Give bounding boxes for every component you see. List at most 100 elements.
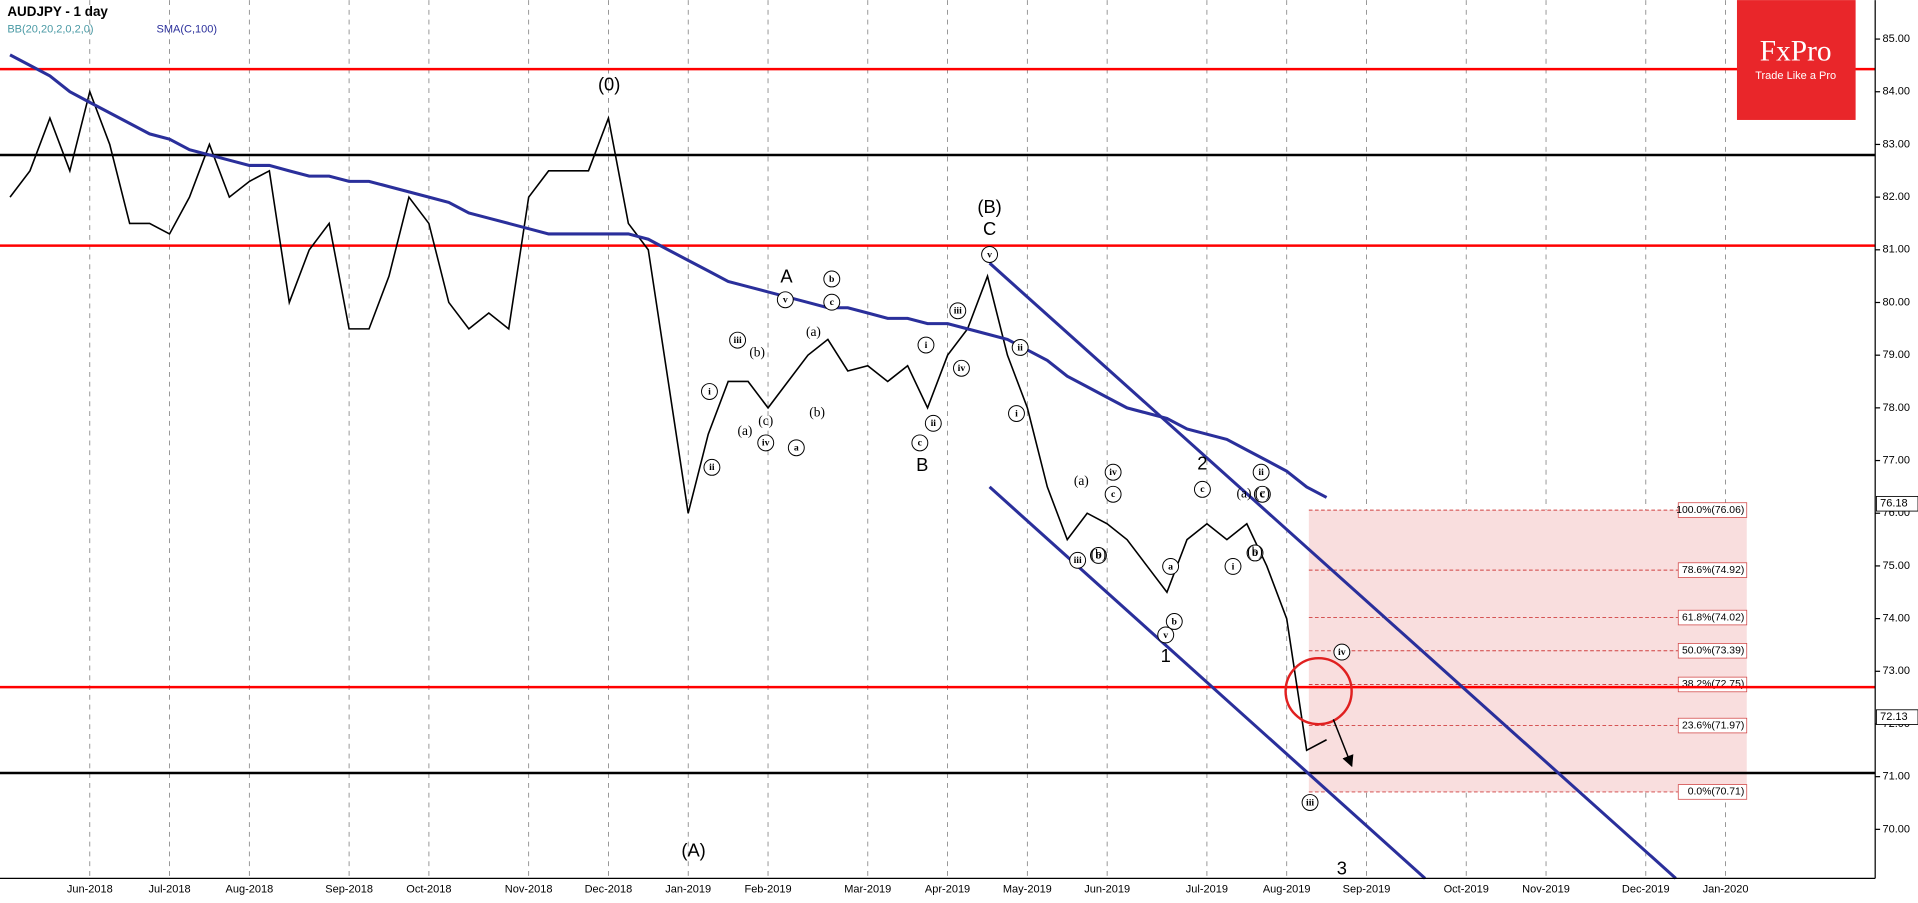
x-tick-label: Jun-2019 [1084,883,1130,895]
wave-label: iii [954,306,962,317]
y-tick-label: 74.00 [1883,613,1911,625]
wave-label: a [1168,561,1173,572]
wave-label: (0) [598,74,620,95]
y-tick-label: 80.00 [1883,296,1911,308]
channel-upper [988,261,1677,880]
wave-label: i [708,386,711,397]
x-tick-label: Nov-2018 [505,883,553,895]
y-tick-label: 83.00 [1883,138,1911,150]
wave-label: iv [1338,647,1346,658]
price-line [9,89,1327,752]
y-tick-label: 77.00 [1883,454,1911,466]
wave-label: c [918,438,923,449]
y-tick-label: 78.00 [1883,402,1911,414]
wave-label: (b) [749,345,765,360]
fib-label-box [1677,562,1748,578]
wave-label: b [1096,550,1102,561]
wave-circle [787,439,805,457]
wave-circle [1165,613,1183,630]
wave-label: 2 [1197,453,1207,474]
wave-label: 1 [1161,645,1171,666]
wave-label: (b) [1247,544,1263,559]
wave-label: (a) [1074,473,1089,488]
price-tag: 72.13 [1880,711,1908,723]
fib-label: 61.8%(74.02) [1682,612,1744,623]
wave-label: ii [709,462,715,473]
wave-circle [949,302,967,320]
wave-circle [917,336,935,354]
fib-label: 100.0%(76.06) [1676,505,1744,516]
y-tick-label: 70.00 [1883,823,1911,835]
wave-label: b [829,274,835,285]
logo-name: FxPro [1760,36,1832,68]
wave-label: ii [1258,467,1264,478]
wave-circle [729,331,747,349]
wave-label: c [830,297,835,308]
wave-circle [1157,626,1175,644]
wave-label: (b) [1091,547,1107,562]
x-tick-label: Nov-2019 [1522,883,1570,895]
wave-circle [1301,794,1319,811]
price-tag: 76.18 [1880,498,1908,510]
wave-label: iv [1109,467,1117,478]
wave-circle [1090,546,1107,564]
x-tick-label: Dec-2019 [1622,883,1670,895]
x-tick-label: Aug-2018 [226,883,274,895]
price-tag-box [1875,709,1918,725]
x-tick-label: May-2019 [1003,883,1052,895]
x-tick-label: Sep-2018 [325,883,373,895]
indicator-label: BB(20,20,2,0,2,0) [7,23,93,35]
y-tick-label: 84.00 [1883,86,1911,98]
wave-label: i [1015,408,1018,419]
y-tick-label: 71.00 [1883,771,1911,783]
wave-label: (a) [1237,485,1252,500]
y-tick-label: 76.00 [1883,507,1911,519]
wave-label: (A) [681,839,705,860]
wave-label: i [1232,561,1235,572]
logo-box [1736,0,1856,120]
wave-label: A [780,266,793,287]
y-tick-label: 79.00 [1883,349,1911,361]
fib-label: 38.2%(72.75) [1682,679,1744,690]
wave-label: v [783,295,788,306]
wave-label: c [1111,489,1116,500]
wave-label: c [1260,489,1265,500]
wave-circle [1253,485,1271,503]
wave-label: iv [958,363,966,374]
wave-label: b [1252,548,1258,559]
wave-circle [757,434,775,452]
x-tick-label: Jun-2018 [67,883,113,895]
wave-label: (c) [758,413,773,428]
wave-label: iii [734,335,742,346]
wave-label: ii [1017,342,1023,353]
wave-circle [1333,643,1351,661]
fib-label-box [1677,643,1748,659]
fib-label: 50.0%(73.39) [1682,645,1744,656]
wave-circle [911,434,929,452]
y-tick-label: 85.00 [1883,33,1911,45]
channel-lower [988,485,1427,880]
wave-circle [776,291,794,309]
wave-label: c [1200,484,1205,495]
wave-label: B [916,454,928,475]
wave-label: v [1163,630,1168,641]
indicator-label: SMA(C,100) [157,23,218,35]
wave-label: iii [1306,797,1314,808]
wave-label: iii [1074,555,1082,566]
x-tick-label: Jul-2018 [148,883,190,895]
wave-circle [1193,480,1211,498]
chart-title: AUDJPY - 1 day [7,4,108,19]
wave-label: (b) [809,405,825,420]
wave-circle [703,458,721,476]
fib-label-box [1677,784,1748,800]
wave-label: (a) [806,324,821,339]
fib-label-box [1677,609,1748,626]
x-tick-label: Sep-2019 [1343,883,1391,895]
fib-label-box [1677,717,1748,734]
fib-label: 78.6%(74.92) [1682,565,1744,576]
wave-label: 3 [1337,858,1347,879]
fib-label-box [1677,502,1748,518]
y-tick-label: 82.00 [1883,191,1911,203]
x-tick-label: Jul-2019 [1186,883,1228,895]
wave-label: (a) [737,423,752,438]
